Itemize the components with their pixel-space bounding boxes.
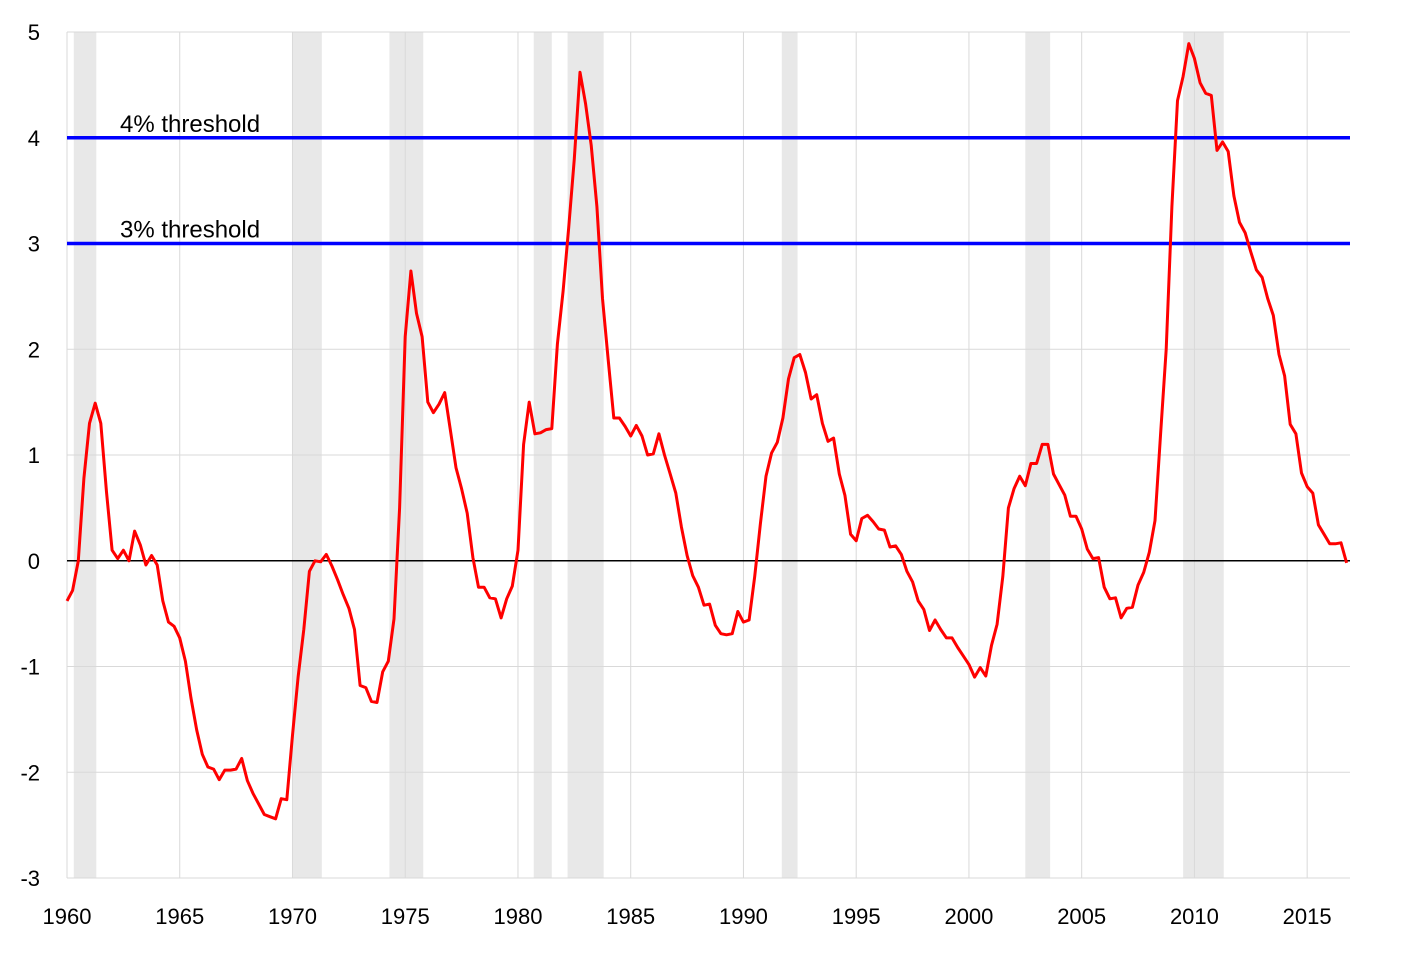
series-group <box>65 42 1349 821</box>
x-tick-label-2005: 2005 <box>1057 904 1106 929</box>
threshold-label-3: 3% threshold <box>120 217 260 244</box>
x-tick-label-2000: 2000 <box>944 904 993 929</box>
x-tick-label-1980: 1980 <box>493 904 542 929</box>
y-tick-label--2: -2 <box>20 760 40 785</box>
x-tick-label-2015: 2015 <box>1283 904 1332 929</box>
y-tick-label--3: -3 <box>20 866 40 891</box>
x-tick-label-1985: 1985 <box>606 904 655 929</box>
threshold-lines: 4% threshold 3% threshold <box>67 111 1350 246</box>
x-tick-label-1995: 1995 <box>832 904 881 929</box>
x-tick-label-1970: 1970 <box>268 904 317 929</box>
y-tick-label-1: 1 <box>28 443 40 468</box>
x-tick-labels: 1960 1965 1970 1975 1980 1985 1990 1995 2000 2005… <box>43 904 1332 929</box>
threshold-label-4: 4% threshold <box>120 111 260 138</box>
x-tick-label-1975: 1975 <box>381 904 430 929</box>
y-tick-label-3: 3 <box>28 232 40 257</box>
y-tick-label-2: 2 <box>28 337 40 362</box>
y-tick-label-5: 5 <box>28 20 40 45</box>
x-tick-label-2010: 2010 <box>1170 904 1219 929</box>
y-tick-label--1: -1 <box>20 655 40 680</box>
x-tick-label-1960: 1960 <box>43 904 92 929</box>
x-tick-label-1965: 1965 <box>155 904 204 929</box>
y-tick-label-4: 4 <box>28 126 40 151</box>
series-line <box>65 42 1349 821</box>
y-tick-labels: 5 4 3 2 1 0 -1 -2 -3 <box>20 20 40 891</box>
x-tick-label-1990: 1990 <box>719 904 768 929</box>
y-tick-label-0: 0 <box>28 549 40 574</box>
